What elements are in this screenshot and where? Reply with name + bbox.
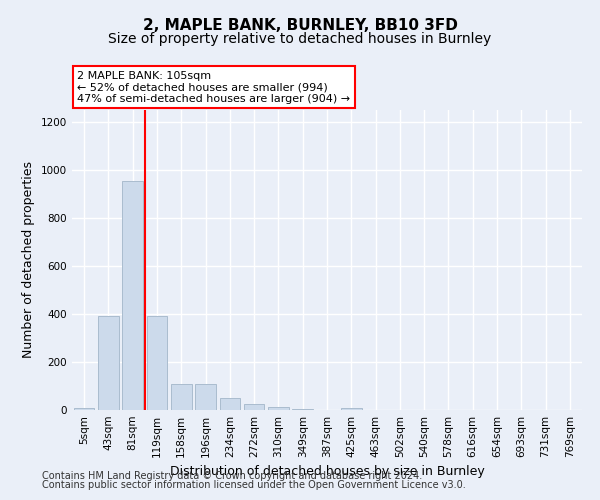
Y-axis label: Number of detached properties: Number of detached properties xyxy=(22,162,35,358)
Bar xyxy=(146,316,167,410)
Text: Contains HM Land Registry data © Crown copyright and database right 2024.: Contains HM Land Registry data © Crown c… xyxy=(42,471,422,481)
Bar xyxy=(268,407,289,410)
Bar xyxy=(98,316,119,410)
Bar xyxy=(122,181,143,410)
Bar xyxy=(341,408,362,410)
X-axis label: Distribution of detached houses by size in Burnley: Distribution of detached houses by size … xyxy=(170,466,484,478)
Text: 2 MAPLE BANK: 105sqm
← 52% of detached houses are smaller (994)
47% of semi-deta: 2 MAPLE BANK: 105sqm ← 52% of detached h… xyxy=(77,71,350,104)
Bar xyxy=(220,398,240,410)
Bar xyxy=(171,384,191,410)
Bar xyxy=(244,404,265,410)
Text: 2, MAPLE BANK, BURNLEY, BB10 3FD: 2, MAPLE BANK, BURNLEY, BB10 3FD xyxy=(143,18,457,32)
Bar xyxy=(292,409,313,410)
Bar xyxy=(195,384,216,410)
Text: Contains public sector information licensed under the Open Government Licence v3: Contains public sector information licen… xyxy=(42,480,466,490)
Bar xyxy=(74,408,94,410)
Text: Size of property relative to detached houses in Burnley: Size of property relative to detached ho… xyxy=(109,32,491,46)
